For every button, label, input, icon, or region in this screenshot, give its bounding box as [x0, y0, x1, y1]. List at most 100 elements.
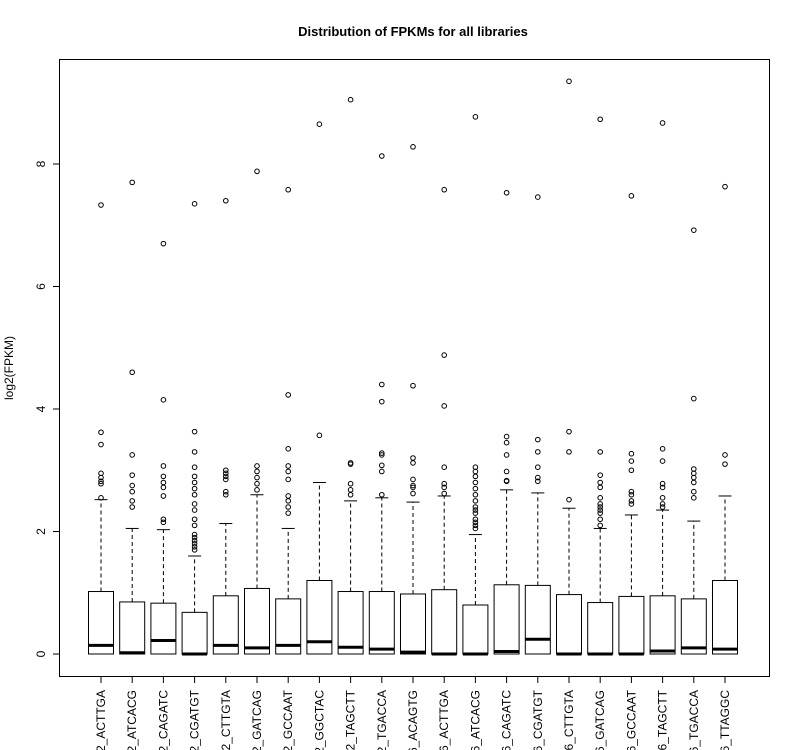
outlier-point	[191, 540, 198, 547]
outlier-point	[191, 449, 198, 455]
outlier-point	[191, 507, 198, 513]
outlier-point	[659, 120, 666, 126]
outlier-point	[129, 498, 135, 504]
outlier-point	[535, 464, 541, 470]
box-series	[88, 78, 738, 656]
outlier-point	[628, 501, 635, 507]
outlier-point	[472, 473, 479, 480]
outlier-point	[628, 498, 635, 504]
outlier-point	[472, 507, 479, 513]
outlier-point	[535, 194, 541, 200]
x-tick-label: 2_GATCAG	[250, 690, 264, 750]
chart-title: Distribution of FPKMs for all libraries	[298, 24, 528, 39]
outlier-point	[597, 516, 604, 523]
iqr-box	[337, 591, 364, 655]
outlier-point	[223, 470, 229, 477]
outlier-point	[98, 474, 104, 481]
outlier-point	[535, 449, 541, 455]
x-tick-label: 6_ACAGTG	[406, 690, 420, 750]
box-2-acttga	[88, 202, 114, 655]
outlier-point	[160, 463, 167, 469]
outlier-point	[659, 480, 666, 487]
outlier-point	[129, 179, 135, 186]
outlier-point	[347, 491, 354, 498]
outlier-point	[472, 510, 479, 516]
outlier-point	[316, 121, 323, 127]
y-axis-label: log2(FPKM)	[2, 336, 16, 400]
box-6-gccaat	[618, 193, 645, 656]
outlier-point	[472, 485, 479, 492]
outlier-point	[503, 468, 510, 475]
x-tick-label: 6_TGACCA	[687, 690, 701, 750]
outlier-point	[472, 114, 479, 120]
outlier-point	[160, 484, 167, 491]
iqr-box	[712, 580, 738, 655]
outlier-point	[254, 468, 260, 475]
outlier-point	[191, 544, 198, 550]
outlier-point	[441, 484, 448, 491]
outlier-point	[285, 476, 292, 483]
outlier-point	[98, 480, 104, 487]
outlier-point	[347, 480, 354, 487]
outlier-point	[597, 501, 604, 507]
outlier-point	[347, 96, 354, 103]
iqr-box	[649, 595, 676, 655]
box-2-cttgta	[212, 197, 239, 655]
outlier-point	[379, 450, 385, 456]
outlier-point	[254, 487, 260, 493]
outlier-point	[659, 504, 666, 510]
outlier-point	[472, 519, 479, 526]
outlier-point	[628, 467, 635, 474]
iqr-box	[524, 584, 551, 655]
outlier-point	[410, 460, 416, 466]
outlier-point	[379, 153, 385, 159]
box-6-cagatc	[493, 189, 520, 655]
outlier-point	[535, 474, 541, 481]
outlier-point	[285, 504, 292, 510]
outlier-point	[597, 510, 604, 516]
outlier-point	[472, 504, 479, 510]
outlier-point	[472, 516, 479, 523]
outlier-point	[472, 498, 479, 504]
outlier-point	[223, 476, 229, 483]
outlier-point	[441, 464, 448, 470]
outlier-point	[472, 479, 479, 486]
outlier-point	[191, 479, 198, 486]
outlier-point	[223, 473, 229, 480]
box-2-gccaat	[275, 186, 302, 655]
outlier-point	[628, 458, 635, 464]
iqr-box	[88, 591, 114, 655]
iqr-box	[680, 598, 707, 655]
outlier-point	[503, 189, 510, 196]
box-2-tgacca	[368, 153, 395, 655]
outlier-point	[441, 490, 448, 497]
outlier-point	[379, 468, 385, 475]
outlier-point	[223, 467, 229, 474]
outlier-point	[160, 240, 167, 247]
outlier-point	[254, 474, 260, 481]
outlier-point	[223, 491, 229, 498]
outlier-point	[441, 403, 448, 409]
outlier-point	[347, 461, 354, 467]
outlier-point	[98, 202, 104, 208]
outlier-point	[191, 473, 198, 480]
x-tick-label: 6_ACTTGA	[437, 690, 451, 750]
x-axis: 2_ACTTGA 2_ATCACG 2_CAGATC 2_CGATGT 2_CTTGTA…	[94, 676, 732, 750]
x-tick-label: 6_GCCAAT	[624, 689, 638, 750]
outlier-point	[223, 197, 229, 204]
x-tick-label: 2_CAGATC	[156, 690, 170, 750]
outlier-point	[566, 449, 572, 455]
box-6-cttgta	[556, 78, 582, 656]
x-tick-label: 2_CTTGTA	[219, 690, 233, 750]
outlier-point	[316, 432, 323, 439]
iqr-box	[150, 602, 177, 655]
x-tick-label: 2_ATCACG	[125, 690, 139, 750]
x-tick-label: 2_GGCTAC	[312, 690, 326, 750]
outlier-point	[472, 525, 479, 532]
box-6-tgacca	[680, 227, 707, 655]
x-tick-label: 6_CTTGTA	[562, 690, 576, 750]
outlier-point	[535, 478, 541, 485]
outlier-point	[535, 436, 541, 443]
outlier-point	[410, 382, 416, 389]
